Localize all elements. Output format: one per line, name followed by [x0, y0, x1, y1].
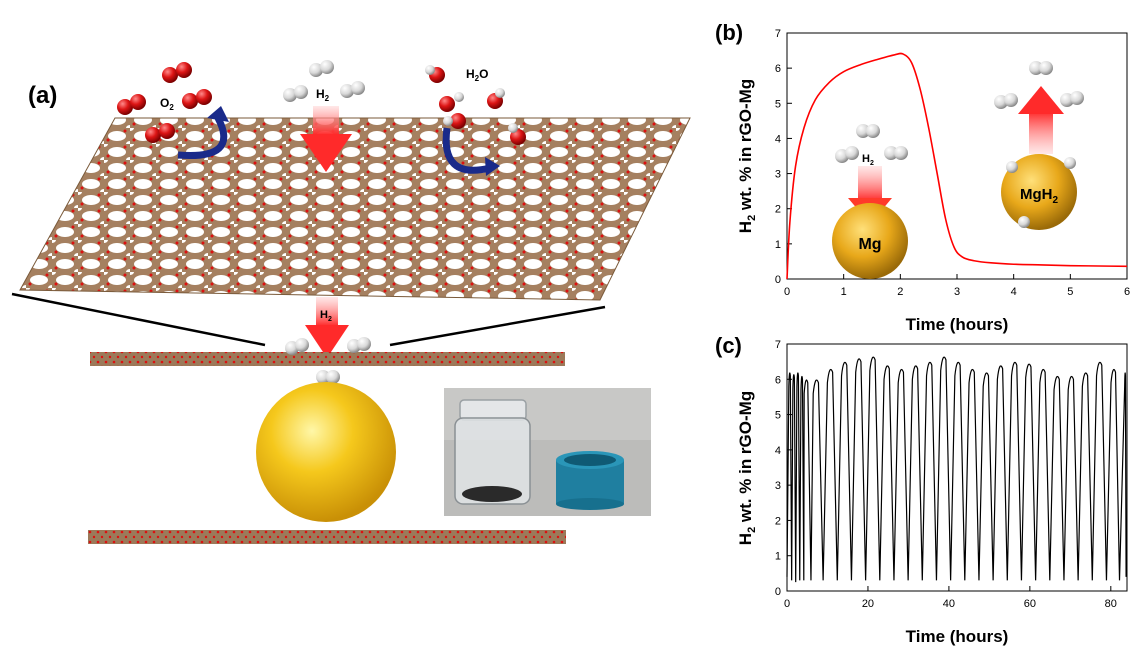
panel-b-label: (b)	[715, 20, 743, 45]
chart-b-x-tick-label: 3	[954, 286, 960, 298]
chart-c-y-tick-label: 6	[775, 374, 781, 386]
chart-c-x-tick-label: 20	[862, 598, 874, 610]
inset-h2-label: H2	[862, 153, 874, 167]
chart-c-x-tick-label: 80	[1105, 598, 1117, 610]
zoom-line-right	[389, 305, 606, 347]
chart-b-x-tick-label: 6	[1124, 286, 1130, 298]
h2-down-arrow-shaft	[313, 106, 339, 136]
chart-c-y-label: H2 wt. % in rGO-Mg	[736, 391, 758, 545]
chart-b-x-tick-label: 2	[897, 286, 903, 298]
vial-neck	[459, 399, 527, 421]
inset-mg-sphere	[832, 203, 908, 279]
chart-b-y-tick-label: 0	[775, 274, 781, 286]
panel-c-label: (c)	[715, 333, 742, 358]
chart-c-y-tick-label: 5	[775, 410, 781, 422]
chart-c-x-tick-label: 60	[1024, 598, 1036, 610]
chart-b-y-tick-label: 7	[775, 28, 781, 40]
o2-molecules	[117, 62, 212, 143]
inset-mgh2-sphere	[1001, 154, 1077, 230]
h2-down-arrowhead-icon	[300, 134, 352, 172]
chart-b-x-label: Time (hours)	[906, 315, 1009, 334]
inset-down-arrow-shaft	[858, 166, 882, 202]
chart-c-y-tick-label: 0	[775, 586, 781, 598]
h2o-circular-arrow	[442, 127, 491, 174]
chart-b-y-tick-label: 5	[775, 98, 781, 110]
rgo-sheet-upper	[90, 352, 565, 366]
panel-b: (b) 0 1 2 3 4 5 6 7 0 1 2 3 4 5 6 Time (hours) H2 wt.…	[715, 20, 1130, 334]
chart-b-x-tick-label: 0	[784, 286, 790, 298]
vial-body	[454, 417, 531, 505]
chart-b-x-tick-label: 1	[841, 286, 847, 298]
chart-c-x-label: Time (hours)	[906, 627, 1009, 646]
mg-absorption-inset: H2 Mg	[832, 124, 908, 279]
chart-c-y-tick-label: 7	[775, 339, 781, 351]
inset-up-arrowhead-icon	[1018, 86, 1064, 114]
h2-arrow2-shaft	[316, 297, 338, 327]
chart-c-y-tick-label: 2	[775, 515, 781, 527]
chart-b-y-tick-label: 6	[775, 63, 781, 75]
chart-b-x-tick-label: 5	[1067, 286, 1073, 298]
panel-c: (c) 0 1 2 3 4 5 6 7 0 20 40 60 80 Time (hours) H2 w…	[715, 333, 1128, 646]
h2o-arrowhead-icon	[485, 157, 500, 176]
chart-c-y-tick-label: 4	[775, 445, 781, 457]
h2-molecules-top	[283, 60, 365, 102]
chart-b-x-ticks: 0 1 2 3 4 5 6	[784, 274, 1130, 298]
o2-circular-arrow	[177, 116, 228, 160]
h2-arrow2-label: H2	[320, 309, 332, 323]
zoom-line-left	[11, 292, 266, 347]
chart-b-y-label: H2 wt. % in rGO-Mg	[736, 79, 758, 233]
panel-a-label: (a)	[28, 82, 57, 109]
inset-up-arrow-shaft	[1029, 110, 1053, 154]
h2-label-top: H2	[316, 87, 330, 103]
o2-label: O2	[160, 96, 174, 112]
chart-b-y-tick-label: 2	[775, 204, 781, 216]
chart-c-x-tick-label: 0	[784, 598, 790, 610]
rgo-sheet-lower	[88, 530, 566, 544]
vial-powder	[462, 486, 522, 502]
chart-b-y-tick-label: 3	[775, 169, 781, 181]
inset-mgh2-label: MgH2	[1020, 186, 1059, 206]
chart-c-series-line	[786, 356, 1127, 583]
mg-sphere	[256, 382, 396, 522]
chart-c-x-tick-label: 40	[943, 598, 955, 610]
h2-arrow2-head-icon	[305, 325, 349, 358]
chart-c-x-ticks: 0 20 40 60 80	[784, 586, 1117, 610]
chart-b-y-ticks: 0 1 2 3 4 5 6 7	[775, 28, 792, 286]
vial-photo-inset	[444, 388, 651, 516]
h2-molecules-sheet	[285, 337, 371, 384]
h2o-molecules	[425, 65, 526, 145]
inset-mg-label: Mg	[858, 236, 881, 253]
chart-b-y-tick-label: 1	[775, 239, 781, 251]
h2o-label: H2O	[466, 67, 488, 83]
chart-c-frame	[786, 343, 1128, 592]
chart-b-series-line	[786, 52, 1128, 280]
graphene-lattice-sheet	[19, 117, 691, 301]
chart-c-y-tick-label: 3	[775, 480, 781, 492]
chart-b-x-tick-label: 4	[1011, 286, 1017, 298]
panel-a: (a) O2 H2 H2O	[11, 60, 691, 544]
chart-b-y-tick-label: 4	[775, 133, 781, 145]
o2-arrowhead-icon	[207, 106, 229, 122]
chart-c-y-tick-label: 1	[775, 551, 781, 563]
mgh2-desorption-inset: MgH2	[994, 61, 1084, 230]
